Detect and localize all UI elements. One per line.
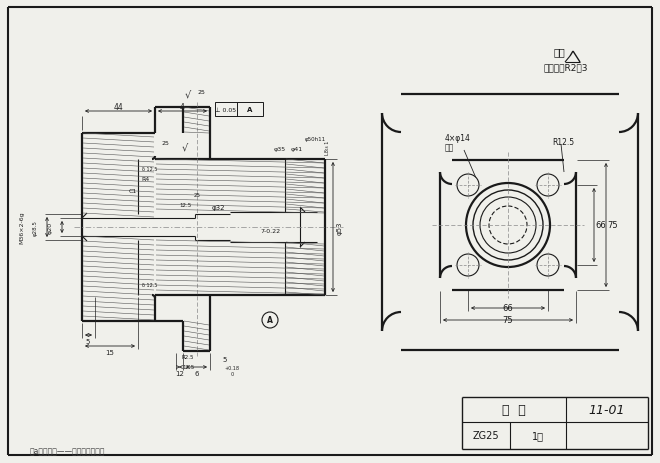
Text: 75: 75 (608, 221, 618, 230)
Text: 25: 25 (197, 89, 205, 94)
Text: √: √ (185, 89, 191, 99)
Text: δ 12.5: δ 12.5 (143, 167, 158, 172)
Text: 5: 5 (86, 338, 90, 344)
Text: 7-0.22: 7-0.22 (260, 229, 280, 234)
Text: 44: 44 (114, 102, 123, 111)
Text: φ41: φ41 (291, 147, 303, 152)
Text: φ50h11: φ50h11 (304, 137, 325, 142)
Text: 1件: 1件 (532, 431, 544, 441)
Text: 66: 66 (595, 221, 607, 230)
Text: 阀  盖: 阀 盖 (502, 403, 526, 416)
Text: （a）重件上——合适形状右视图: （a）重件上——合适形状右视图 (30, 446, 106, 455)
Text: 4: 4 (180, 102, 185, 111)
Text: +0.18
0: +0.18 0 (224, 365, 240, 376)
Text: 75: 75 (503, 316, 513, 325)
Text: 25: 25 (193, 193, 201, 198)
Text: R2.5: R2.5 (182, 355, 194, 360)
Text: 12: 12 (176, 370, 184, 376)
Text: φ32: φ32 (211, 205, 225, 211)
Text: φ35: φ35 (274, 147, 286, 152)
Text: 12.5: 12.5 (182, 365, 194, 369)
Text: 12.5: 12.5 (179, 203, 191, 208)
Text: L8₁₆ 1: L8₁₆ 1 (325, 140, 329, 155)
Text: ZG25: ZG25 (473, 431, 500, 441)
Text: 25: 25 (161, 141, 169, 146)
Text: 通孔: 通孔 (445, 143, 454, 152)
Text: √: √ (182, 143, 188, 153)
Text: ⊥ 0.05: ⊥ 0.05 (215, 107, 236, 112)
Text: 11-01: 11-01 (589, 403, 625, 416)
Bar (215, 103, 263, 117)
Text: 6: 6 (194, 370, 199, 376)
Text: δ 12.5: δ 12.5 (143, 283, 158, 288)
Text: A: A (248, 107, 253, 113)
Text: φ20: φ20 (48, 221, 53, 233)
Text: 15: 15 (106, 349, 114, 355)
Text: A: A (267, 316, 273, 325)
Text: 4×φ14: 4×φ14 (445, 134, 471, 143)
Text: 其余: 其余 (554, 47, 566, 57)
Text: R12.5: R12.5 (552, 138, 574, 147)
Text: C1: C1 (129, 189, 137, 194)
Text: φ28.5: φ28.5 (32, 219, 38, 235)
Text: 66: 66 (503, 304, 513, 313)
Text: M36×2-6g: M36×2-6g (20, 211, 24, 244)
Text: 未注圆角R2～3: 未注圆角R2～3 (543, 63, 587, 72)
Text: R4: R4 (141, 177, 149, 182)
Text: φ53: φ53 (337, 221, 343, 234)
Text: 5: 5 (223, 356, 227, 362)
